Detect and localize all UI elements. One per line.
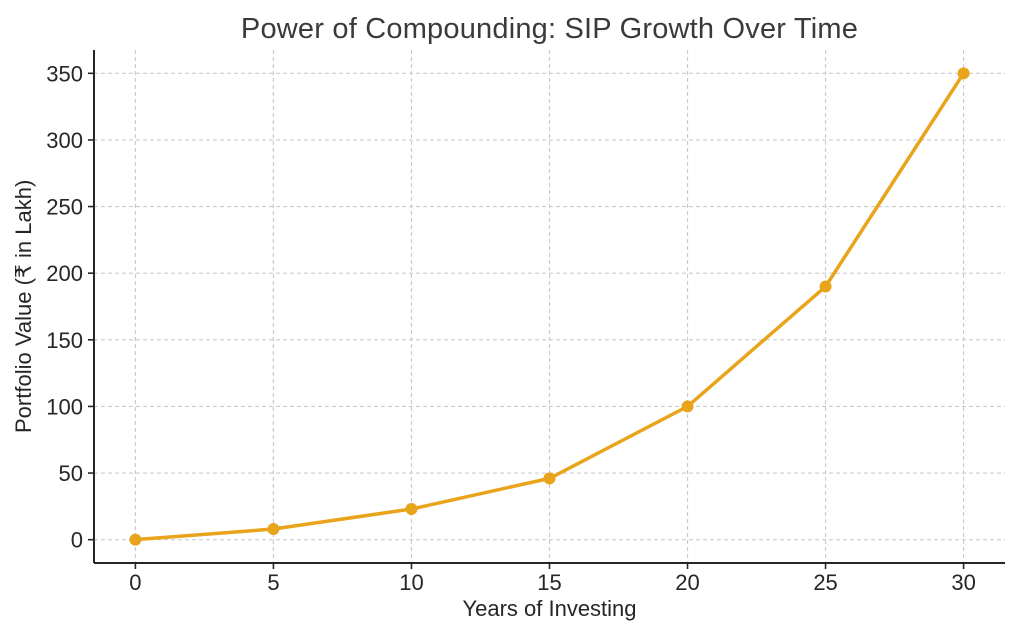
x-tick-label: 5 (267, 570, 279, 595)
y-tick-label: 350 (46, 61, 83, 86)
data-point-marker (405, 503, 418, 516)
data-point-marker (957, 67, 970, 80)
data-point-marker (543, 472, 556, 485)
y-tick-label: 100 (46, 394, 83, 419)
x-tick-label: 25 (813, 570, 837, 595)
data-point-marker (819, 280, 832, 293)
y-tick-label: 250 (46, 195, 83, 220)
x-tick-label: 10 (399, 570, 423, 595)
x-tick-label: 15 (537, 570, 561, 595)
data-point-marker (681, 400, 694, 413)
x-tick-label: 20 (675, 570, 699, 595)
y-tick-label: 200 (46, 261, 83, 286)
data-point-marker (129, 533, 142, 546)
x-tick-label: 0 (129, 570, 141, 595)
y-tick-label: 50 (59, 461, 83, 486)
y-tick-label: 300 (46, 128, 83, 153)
data-point-marker (267, 523, 280, 536)
y-tick-label: 150 (46, 328, 83, 353)
y-tick-label: 0 (71, 528, 83, 553)
chart-title: Power of Compounding: SIP Growth Over Ti… (240, 13, 859, 45)
x-tick-label: 30 (951, 570, 975, 595)
x-axis-label: Years of Investing (462, 596, 637, 621)
